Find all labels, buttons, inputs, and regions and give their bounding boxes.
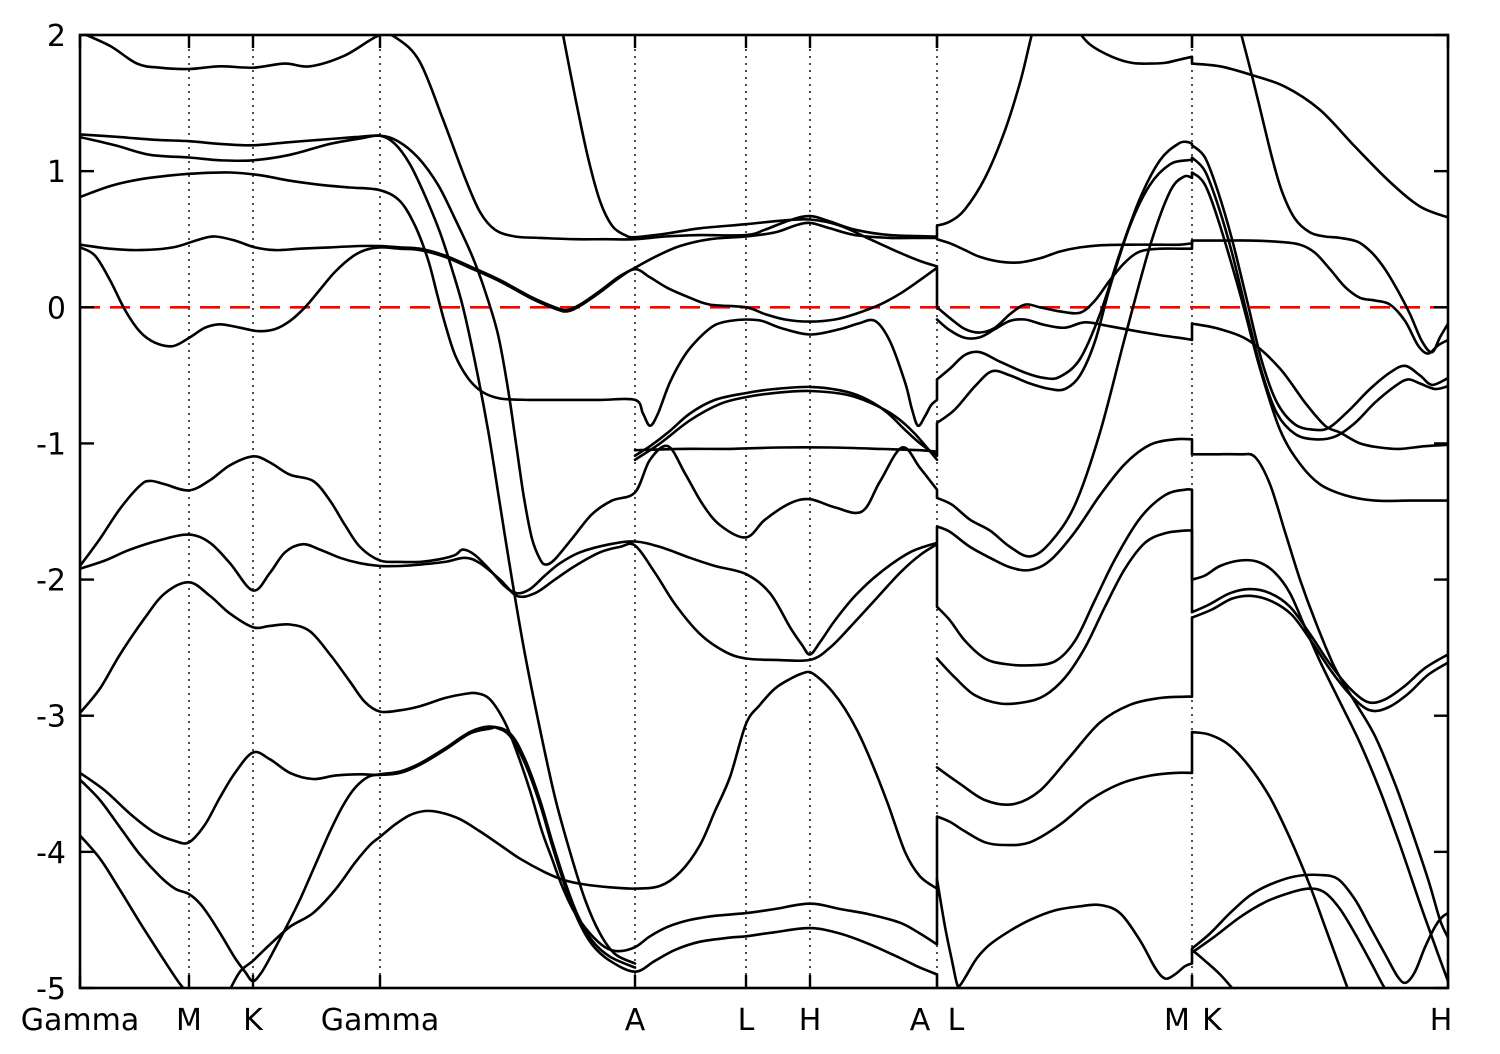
x-axis-tick-label: M — [1164, 1003, 1190, 1038]
band-top — [83, 35, 1034, 241]
band-c2-chain — [633, 156, 1448, 457]
band-flat05b — [80, 240, 1194, 348]
ticks-group — [78, 33, 1450, 990]
band-q1-chain — [80, 437, 1448, 939]
band-pair-upper — [80, 133, 1448, 566]
x-axis-tick-label: H — [1430, 1003, 1453, 1038]
y-axis-tick-label: 1 — [47, 155, 66, 190]
band-q3-chain — [80, 580, 1448, 988]
x-axis-tick-label: A — [625, 1003, 646, 1038]
band-pair-lower — [80, 134, 637, 965]
band-r3 — [80, 834, 185, 988]
band-s4 — [935, 317, 1448, 451]
band-gb — [1190, 887, 1387, 988]
x-axis-tick-label: Gamma — [21, 1003, 139, 1038]
band-topright — [1079, 35, 1448, 219]
y-axis-tick-label: -2 — [36, 564, 66, 599]
band-c3-flat — [633, 446, 939, 453]
x-axis-tick-label: K — [1202, 1003, 1223, 1038]
x-axis-tick-label: M — [176, 1003, 202, 1038]
band-lambda-chain — [229, 670, 1349, 988]
band-flat05a — [80, 221, 1448, 355]
y-axis-tick-label: 0 — [47, 291, 66, 326]
band-w7-chain — [935, 594, 1448, 807]
x-axis-tick-label: L — [738, 1003, 755, 1038]
plot-border — [78, 33, 1450, 990]
x-axis-tick-label: K — [243, 1003, 264, 1038]
band-c2b — [633, 389, 939, 462]
y-axis-tick-label: -4 — [36, 836, 66, 871]
y-axis-tick-label: -1 — [36, 427, 66, 462]
band-u2 — [561, 35, 939, 268]
band-r2-chain — [80, 725, 637, 983]
y-axis-tick-label: -5 — [36, 972, 66, 1007]
x-axis-tick-label: Gamma — [321, 1003, 439, 1038]
band-k-cascade — [1240, 35, 1448, 354]
band-q2-chain — [80, 488, 1448, 983]
y-axis-tick-label: 2 — [47, 19, 66, 54]
x-axis-tick-label: L — [948, 1003, 965, 1038]
band-w6-chain — [935, 529, 1448, 706]
bands-group — [80, 35, 1448, 988]
y-axis-tick-label: -3 — [36, 700, 66, 735]
x-axis-tick-label: A — [910, 1003, 931, 1038]
band-k-exit — [1190, 948, 1234, 988]
x-axis-tick-label: H — [799, 1003, 822, 1038]
